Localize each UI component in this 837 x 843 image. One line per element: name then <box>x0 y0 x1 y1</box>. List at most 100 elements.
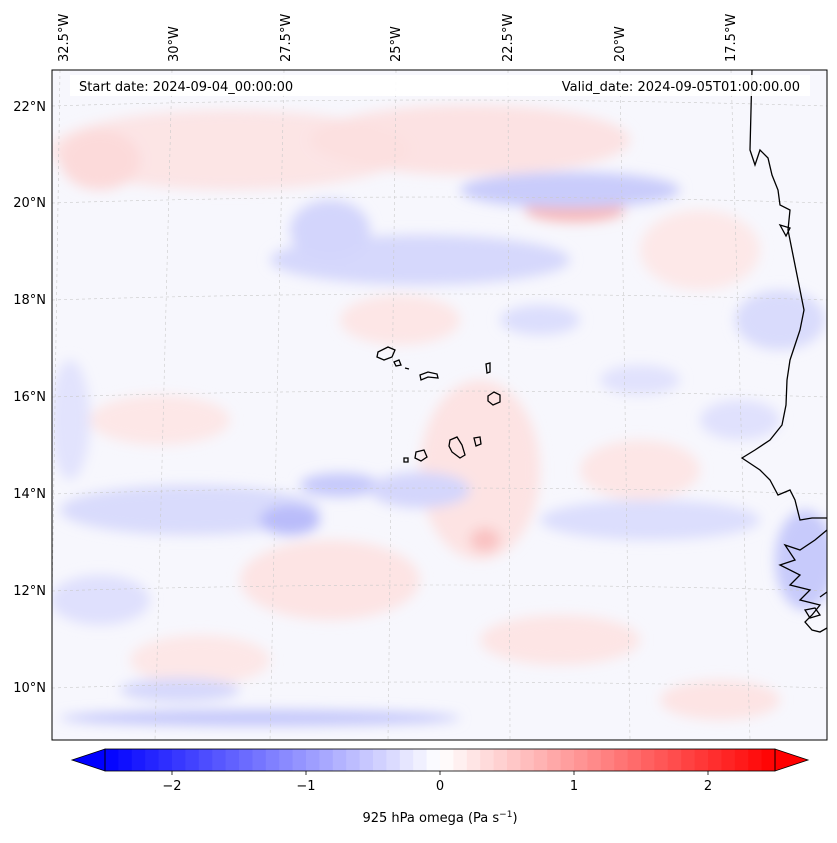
colorbar-segment <box>172 749 186 771</box>
colorbar-segment <box>667 749 682 771</box>
graticule <box>52 70 827 740</box>
coastline <box>740 70 827 633</box>
colorbar-label-exponent: −1 <box>499 810 512 820</box>
colorbar-segment <box>574 749 588 771</box>
omega-positive-region <box>310 105 630 175</box>
colorbar-segment <box>306 749 320 771</box>
colorbar-segment <box>654 749 669 771</box>
map-panel: Start date: 2024-09-04_00:00:00 Valid_da… <box>52 70 827 740</box>
colorbar-segment <box>413 749 428 771</box>
african-coastline <box>740 70 827 521</box>
omega-negative-region <box>52 575 150 625</box>
colorbar-segment <box>520 749 535 771</box>
lat-label: 20°N <box>13 196 46 211</box>
omega-negative-region <box>60 710 460 726</box>
colorbar-segment <box>480 749 495 771</box>
island-maio <box>473 436 482 447</box>
omega-negative-region <box>52 360 90 480</box>
colorbar-segment <box>694 749 709 771</box>
omega-positive-region <box>60 130 140 190</box>
omega-negative-region <box>260 505 320 535</box>
colorbar: −2 −1 0 1 2 925 hPa omega (Pa s−1) <box>70 748 810 826</box>
colorbar-segment <box>493 749 508 771</box>
island-fogo <box>414 449 428 462</box>
colorbar-segment <box>105 749 119 771</box>
lon-label: 27.5°W <box>279 14 294 62</box>
colorbar-segment <box>748 749 763 771</box>
colorbar-segment <box>359 749 374 771</box>
colorbar-segment <box>721 749 736 771</box>
colorbar-segment <box>547 749 562 771</box>
omega-negative-region <box>735 290 825 350</box>
colorbar-tick-label: −2 <box>162 779 181 794</box>
omega-field <box>52 105 827 726</box>
lon-label: 30°W <box>167 26 182 62</box>
colorbar-segment <box>560 749 575 771</box>
meridian-line <box>619 70 631 740</box>
lon-label: 25°W <box>389 26 404 62</box>
omega-negative-region <box>370 472 470 508</box>
colorbar-segment <box>734 749 749 771</box>
colorbar-segment <box>279 749 294 771</box>
colorbar-segment <box>761 749 776 771</box>
omega-negative-region <box>540 500 760 540</box>
lon-label: 32.5°W <box>57 14 72 62</box>
coastal-island <box>778 223 791 238</box>
colorbar-segment <box>185 749 200 771</box>
longitude-labels: 32.5°W 30°W 27.5°W 25°W 22.5°W 20°W 17.5… <box>57 14 739 62</box>
island-santa-luzia <box>404 367 410 370</box>
colorbar-segment <box>426 749 441 771</box>
colorbar-segment <box>145 749 160 771</box>
colorbar-label-end: ) <box>512 811 517 826</box>
colorbar-segment <box>708 749 722 771</box>
colorbar-segment <box>614 749 629 771</box>
colorbar-segment <box>346 749 361 771</box>
omega-positive-region <box>420 380 540 560</box>
date-banner-background <box>70 75 810 96</box>
parallel-line <box>52 390 827 398</box>
colorbar-segment <box>600 749 615 771</box>
parallel-line <box>52 99 827 107</box>
omega-negative-region <box>600 365 680 395</box>
colorbar-label-main: 925 hPa omega (Pa s <box>362 811 499 826</box>
valid-date-label: Valid_date: 2024-09-05T01:00:00.00 <box>562 80 800 95</box>
lat-label: 22°N <box>13 100 46 115</box>
lat-label: 10°N <box>13 681 46 696</box>
meridian-line <box>154 70 173 740</box>
colorbar-tick-label: 0 <box>436 779 444 794</box>
parallel-line <box>52 584 827 592</box>
meridian-line <box>507 70 511 740</box>
colorbar-segment <box>225 749 240 771</box>
lat-label: 12°N <box>13 584 46 599</box>
omega-positive-region <box>580 440 700 500</box>
coastal-island <box>803 607 822 619</box>
omega-positive-region <box>470 528 500 552</box>
island-santo-antao <box>376 346 396 361</box>
island-boa-vista <box>487 391 501 406</box>
omega-negative-region <box>460 172 680 208</box>
colorbar-tick-label: 2 <box>704 779 712 794</box>
colorbar-segment <box>252 749 267 771</box>
colorbar-segment <box>627 749 642 771</box>
latitude-labels: 22°N 20°N 18°N 16°N 14°N 12°N 10°N <box>13 100 46 696</box>
island-sao-vicente <box>393 359 402 367</box>
colorbar-segment <box>373 749 387 771</box>
omega-negative-region <box>300 473 380 497</box>
omega-negative-region <box>290 200 370 260</box>
colorbar-tick-label: 1 <box>570 779 578 794</box>
island-santiago <box>448 436 466 459</box>
omega-negative-region <box>700 400 780 440</box>
colorbar-segment <box>453 749 468 771</box>
colorbar-segment <box>332 749 347 771</box>
island-brava <box>403 457 409 463</box>
meridian-line <box>387 70 397 740</box>
lon-label: 17.5°W <box>724 14 739 62</box>
colorbar-label: 925 hPa omega (Pa s−1) <box>362 810 517 826</box>
colorbar-tick-label: −1 <box>296 779 315 794</box>
colorbar-segment <box>265 749 280 771</box>
colorbar-segment <box>533 749 548 771</box>
colorbar-segment <box>158 749 173 771</box>
colorbar-segment <box>131 749 146 771</box>
